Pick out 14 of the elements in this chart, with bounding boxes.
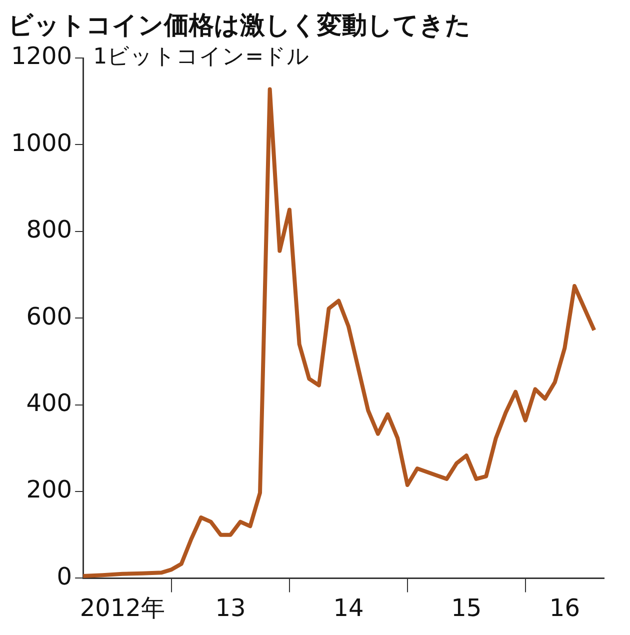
x-tick-label: 16 [549,594,580,622]
y-tick-label: 1000 [11,128,72,157]
x-tick-label: 13 [215,594,246,622]
y-tick-label: 1200 [11,42,72,70]
y-tick-label: 400 [26,389,72,418]
y-axis-title: 1ビットコイン=ドル [93,44,310,70]
y-tick-label: 0 [56,562,72,590]
x-tick-label: 14 [333,594,364,622]
y-tick-label: 800 [26,216,72,244]
x-tick-label: 15 [451,594,482,622]
y-tick-label: 600 [26,302,72,330]
chart-title: ビットコイン価格は激しく変動してきた [8,10,471,40]
y-tick-label: 200 [26,476,72,504]
x-tick-label: 2012年 [80,594,165,622]
